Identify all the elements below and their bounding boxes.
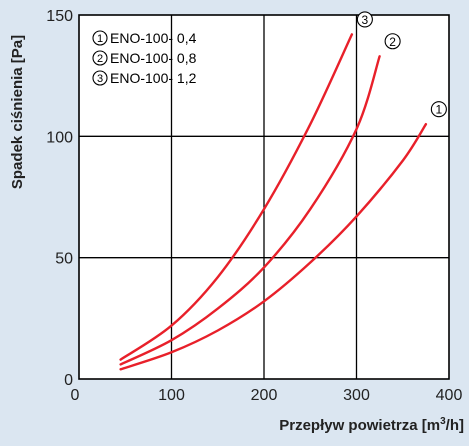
series-line-3 [119,33,354,361]
legend-marker-circle [92,30,108,46]
marker-circle [356,11,373,28]
marker-number: 1 [436,103,443,117]
x-tick-label: 200 [251,387,278,404]
legend: 1 ENO-100- 0,4 2 ENO-100- 0,8 3 ENO-100- 1,2 [92,30,197,86]
grid [79,15,449,379]
legend-label: ENO-100- 0,4 [110,30,197,46]
x-tick-label: 0 [71,387,80,404]
legend-entry: 3 ENO-100- 1,2 [92,70,197,86]
x-tick-label: 300 [343,387,370,404]
marker-circle [384,33,401,50]
legend-marker-number: 1 [97,33,103,45]
legend-marker-number: 3 [97,73,103,85]
series: 1 2 3 [119,11,447,371]
y-tick-label: 0 [64,372,73,389]
y-tick-label: 50 [55,251,73,268]
plot-frame [78,14,450,380]
legend-marker-circle [92,50,108,66]
x-axis-label-tail: /h] [446,417,464,434]
series-line-2 [119,55,381,366]
legend-entry: 2 ENO-100- 0,8 [92,50,197,66]
series-marker-2: 2 [384,33,401,50]
x-axis-label-sup: 3 [440,416,446,427]
marker-number: 2 [389,35,396,49]
series-marker-3: 3 [356,11,373,28]
legend-entry: 1 ENO-100- 0,4 [92,30,197,46]
y-axis-label: Spadek ciśnienia [Pa] [9,35,26,189]
marker-circle [430,101,447,118]
axis-labels: Przepływ powietrza [m3/h]Spadek ciśnieni… [9,35,464,434]
y-tick-label: 150 [46,8,73,25]
legend-marker-circle [92,70,108,86]
marker-number: 3 [362,13,369,27]
y-tick-label: 100 [46,129,73,146]
x-tick-label: 400 [436,387,463,404]
legend-label: ENO-100- 0,8 [110,50,197,66]
x-axis-label-main: Przepływ powietrza [m [279,417,440,434]
x-axis-label: Przepływ powietrza [m3/h] [279,416,464,434]
axes: 0 100 200 300 400 0 50 100 150 [46,8,462,404]
legend-label: ENO-100- 1,2 [110,70,197,86]
series-marker-1: 1 [430,101,447,118]
series-line-1 [119,123,428,371]
legend-marker-number: 2 [97,53,103,65]
x-tick-label: 100 [158,387,185,404]
